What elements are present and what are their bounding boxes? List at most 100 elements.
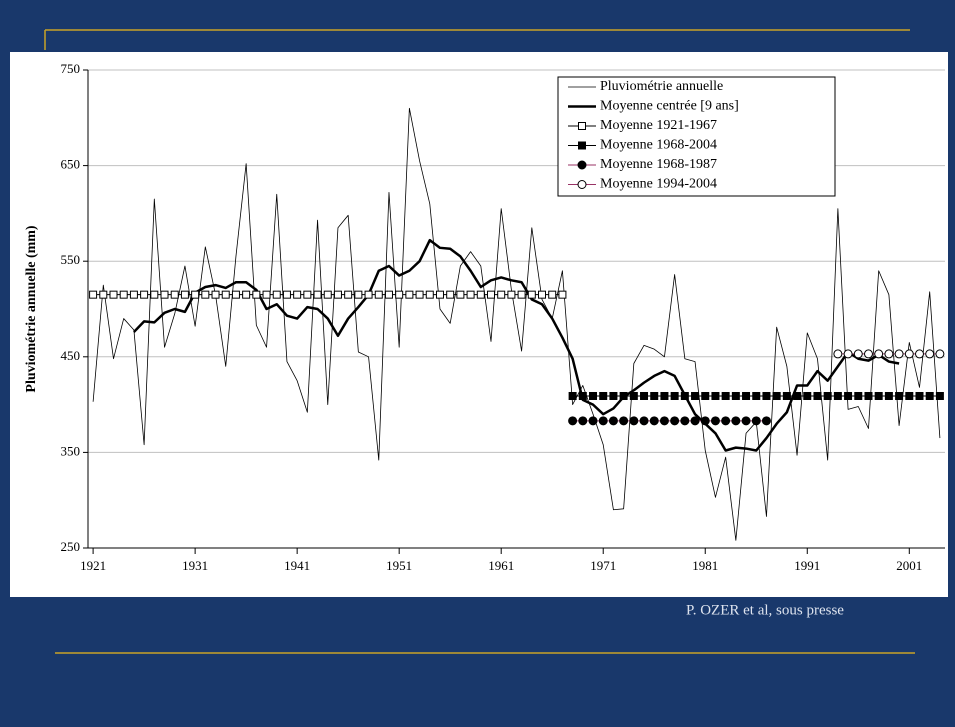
marker — [619, 416, 629, 426]
marker — [201, 290, 210, 299]
marker — [741, 416, 751, 426]
marker — [435, 290, 444, 299]
marker — [721, 416, 731, 426]
marker — [446, 290, 455, 299]
marker — [619, 391, 628, 400]
marker — [711, 391, 720, 400]
marker — [384, 290, 393, 299]
marker — [608, 416, 618, 426]
marker — [191, 290, 200, 299]
marker — [721, 391, 730, 400]
marker — [680, 416, 690, 426]
y-tick-label: 550 — [61, 252, 81, 267]
marker — [578, 391, 587, 400]
marker — [884, 391, 893, 400]
marker — [752, 391, 761, 400]
marker — [670, 416, 680, 426]
marker — [629, 416, 639, 426]
marker — [354, 290, 363, 299]
marker — [823, 391, 832, 400]
marker — [905, 391, 914, 400]
y-tick-label: 250 — [61, 539, 81, 554]
marker — [650, 391, 659, 400]
marker — [303, 290, 312, 299]
marker — [762, 391, 771, 400]
marker — [731, 416, 741, 426]
marker — [456, 290, 465, 299]
caption: P. OZER et al, sous presse — [686, 602, 844, 618]
marker — [507, 290, 516, 299]
marker — [577, 160, 587, 170]
marker — [710, 416, 720, 426]
marker — [466, 290, 475, 299]
marker — [221, 290, 230, 299]
marker — [476, 290, 485, 299]
legend-label: Moyenne 1994-2004 — [600, 177, 717, 192]
marker — [486, 290, 495, 299]
marker — [782, 391, 791, 400]
marker — [99, 290, 108, 299]
marker — [863, 349, 873, 359]
legend-label: Moyenne 1968-2004 — [600, 138, 717, 153]
marker — [374, 290, 383, 299]
marker — [160, 290, 169, 299]
x-tick-label: 1941 — [284, 558, 310, 573]
marker — [578, 122, 586, 130]
marker — [405, 290, 414, 299]
x-tick-label: 1951 — [386, 558, 412, 573]
marker — [262, 290, 271, 299]
marker — [589, 391, 598, 400]
marker — [129, 290, 138, 299]
marker — [659, 416, 669, 426]
marker — [854, 391, 863, 400]
x-tick-label: 1931 — [182, 558, 208, 573]
marker — [742, 391, 751, 400]
marker — [874, 391, 883, 400]
marker — [568, 416, 578, 426]
marker — [333, 290, 342, 299]
y-tick-label: 650 — [61, 157, 81, 172]
marker — [895, 391, 904, 400]
marker — [242, 290, 251, 299]
marker — [629, 391, 638, 400]
marker — [344, 290, 353, 299]
marker — [293, 290, 302, 299]
x-tick-label: 2001 — [896, 558, 922, 573]
marker — [313, 290, 322, 299]
marker — [558, 290, 567, 299]
marker — [119, 290, 128, 299]
marker — [772, 391, 781, 400]
x-tick-label: 1921 — [80, 558, 106, 573]
marker — [548, 290, 557, 299]
marker — [935, 391, 944, 400]
marker — [517, 290, 526, 299]
legend-label: Pluviométrie annuelle — [600, 79, 723, 94]
marker — [853, 349, 863, 359]
legend-label: Moyenne 1968-1987 — [600, 157, 717, 172]
marker — [578, 416, 588, 426]
marker — [914, 349, 924, 359]
marker — [364, 290, 373, 299]
series-line — [92, 107, 941, 541]
marker — [700, 416, 710, 426]
y-tick-label: 750 — [61, 61, 81, 76]
marker — [272, 290, 281, 299]
marker — [538, 290, 547, 299]
marker — [935, 349, 945, 359]
marker — [497, 290, 506, 299]
marker — [639, 416, 649, 426]
marker — [813, 391, 822, 400]
marker — [690, 416, 700, 426]
marker — [588, 416, 598, 426]
marker — [578, 141, 586, 150]
marker — [425, 290, 434, 299]
marker — [864, 391, 873, 400]
marker — [874, 349, 884, 359]
marker — [925, 391, 934, 400]
marker — [599, 391, 608, 400]
y-tick-label: 350 — [61, 443, 81, 458]
y-tick-label: 450 — [61, 348, 81, 363]
marker — [904, 349, 914, 359]
